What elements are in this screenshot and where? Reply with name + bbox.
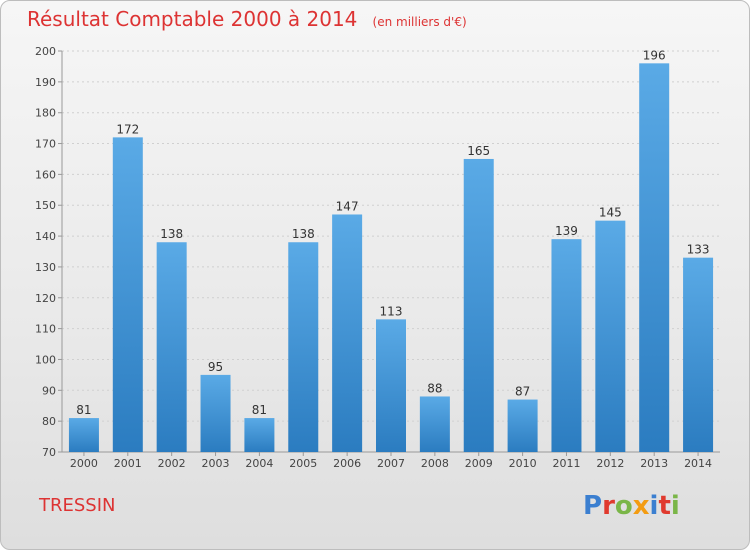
bar	[463, 158, 494, 452]
x-tick-label: 2013	[640, 457, 668, 470]
y-tick-label: 70	[42, 446, 56, 459]
bars	[68, 63, 714, 452]
title-row: Résultat Comptable 2000 à 2014 (en milli…	[27, 7, 467, 31]
data-label: 165	[467, 144, 490, 158]
y-tick-label: 100	[35, 353, 56, 366]
x-tick-label: 2010	[509, 457, 537, 470]
x-tick-label: 2012	[596, 457, 624, 470]
x-tick-label: 2000	[70, 457, 98, 470]
bar	[156, 242, 187, 452]
logo-letter: P	[583, 491, 603, 521]
x-tick-label: 2006	[333, 457, 361, 470]
data-label: 87	[515, 385, 530, 399]
bar	[419, 396, 450, 452]
x-tick-label: 2002	[158, 457, 186, 470]
logo-letter: x	[632, 491, 650, 521]
x-tick-label: 2014	[684, 457, 712, 470]
bar	[112, 137, 143, 452]
y-tick-label: 160	[35, 168, 56, 181]
x-tick-label: 2003	[202, 457, 230, 470]
labels: 7080901001101201301401501601701801902008…	[35, 45, 712, 470]
bar	[288, 242, 319, 452]
x-tick-label: 2007	[377, 457, 405, 470]
data-label: 145	[599, 206, 622, 220]
x-tick-label: 2009	[465, 457, 493, 470]
data-label: 138	[292, 227, 315, 241]
data-label: 113	[380, 304, 403, 318]
y-tick-label: 110	[35, 323, 56, 336]
data-label: 172	[116, 122, 139, 136]
bar	[639, 63, 670, 452]
data-label: 81	[76, 403, 91, 417]
y-tick-label: 80	[42, 415, 56, 428]
data-label: 147	[336, 199, 359, 213]
data-label: 138	[160, 227, 183, 241]
y-tick-label: 190	[35, 76, 56, 89]
bar	[595, 220, 626, 452]
bar	[200, 374, 231, 452]
data-label: 81	[252, 403, 267, 417]
bar	[332, 214, 363, 452]
x-tick-label: 2011	[552, 457, 580, 470]
y-tick-label: 130	[35, 261, 56, 274]
logo-letter: t	[658, 491, 671, 521]
chart-title: Résultat Comptable 2000 à 2014	[27, 7, 358, 31]
data-label: 133	[687, 243, 710, 257]
logo-letter: i	[649, 491, 659, 521]
x-tick-label: 2008	[421, 457, 449, 470]
y-tick-label: 90	[42, 384, 56, 397]
data-label: 139	[555, 224, 578, 238]
bar	[376, 319, 406, 452]
chart-subtitle: (en milliers d'€)	[372, 15, 467, 29]
y-tick-label: 180	[35, 107, 56, 120]
x-tick-label: 2001	[114, 457, 142, 470]
bar	[507, 399, 538, 452]
x-tick-label: 2005	[289, 457, 317, 470]
y-tick-label: 150	[35, 199, 56, 212]
x-tick-label: 2004	[245, 457, 273, 470]
bar	[68, 418, 99, 452]
data-label: 88	[427, 381, 442, 395]
commune-name: TRESSIN	[39, 495, 116, 516]
y-tick-label: 140	[35, 230, 56, 243]
y-tick-label: 200	[35, 45, 56, 58]
y-tick-label: 170	[35, 138, 56, 151]
bar	[683, 257, 714, 452]
data-label: 95	[208, 360, 223, 374]
bar	[551, 239, 582, 452]
y-tick-label: 120	[35, 292, 56, 305]
logo-letter: i	[670, 491, 680, 521]
logo-letter: o	[614, 491, 633, 521]
proxiti-logo: Proxiti	[583, 491, 680, 521]
bar	[244, 418, 275, 452]
data-label: 196	[643, 48, 666, 62]
logo-letter: r	[602, 491, 615, 521]
